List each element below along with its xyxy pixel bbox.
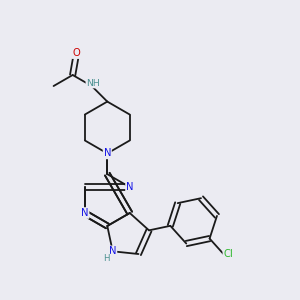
Text: H: H [103, 254, 110, 263]
Text: N: N [109, 246, 116, 256]
Text: NH: NH [86, 79, 100, 88]
Text: N: N [103, 148, 111, 158]
Text: N: N [81, 208, 88, 218]
Text: Cl: Cl [223, 249, 233, 259]
Text: N: N [126, 182, 134, 192]
Text: O: O [72, 48, 80, 58]
